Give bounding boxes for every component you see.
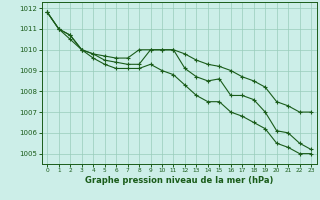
X-axis label: Graphe pression niveau de la mer (hPa): Graphe pression niveau de la mer (hPa)	[85, 176, 273, 185]
